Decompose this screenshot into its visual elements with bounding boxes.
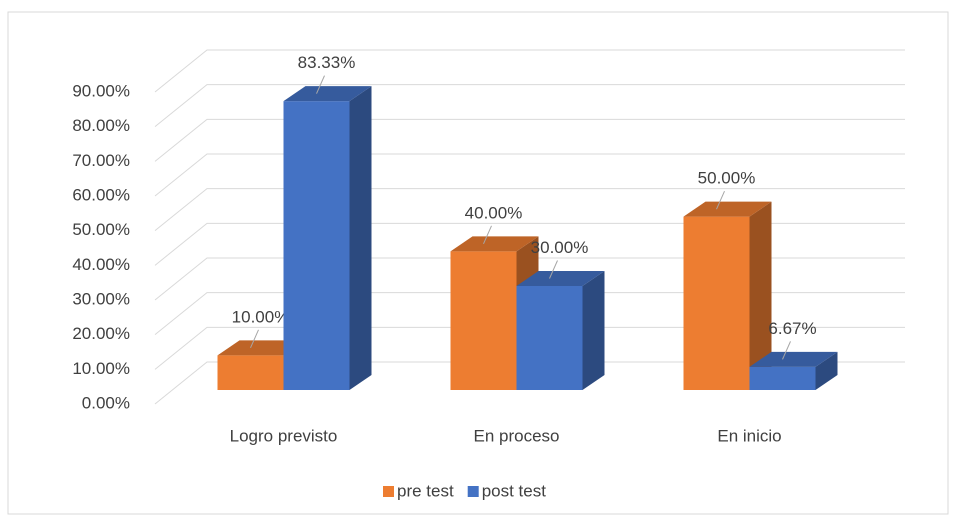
legend-swatch <box>467 486 479 497</box>
bar-top <box>516 271 605 286</box>
data-label: 10.00% <box>232 307 290 326</box>
bar-front <box>217 355 284 390</box>
grid-line <box>154 257 905 301</box>
grid-line <box>154 326 905 370</box>
bar-front <box>749 366 816 390</box>
x-tick-label: En proceso <box>474 426 560 445</box>
y-tick-label: 90.00% <box>72 81 130 100</box>
y-tick-label: 30.00% <box>72 289 130 308</box>
bar-top <box>683 201 772 217</box>
label-leader <box>716 190 725 210</box>
bar-front <box>683 216 750 390</box>
label-leader <box>549 260 558 279</box>
bar-top <box>283 86 372 102</box>
grid-line <box>154 361 905 405</box>
data-label: 6.67% <box>768 319 816 338</box>
y-tick-label: 10.00% <box>72 359 130 378</box>
bar-front <box>283 101 350 390</box>
bar-front <box>450 251 517 390</box>
label-leader <box>782 341 791 360</box>
data-label: 50.00% <box>698 169 756 188</box>
bar-side <box>749 201 772 390</box>
bar-side <box>815 351 838 390</box>
grid-line <box>154 49 905 93</box>
bar <box>283 86 372 390</box>
bar-side <box>582 271 605 390</box>
y-tick-label: 70.00% <box>72 151 130 170</box>
grid-line <box>154 118 905 162</box>
x-tick-label: En inicio <box>717 426 781 445</box>
bar-top <box>749 351 838 367</box>
data-label: 40.00% <box>465 203 523 222</box>
bar-side <box>349 86 372 390</box>
y-tick-label: 40.00% <box>72 255 130 274</box>
y-tick-label: 20.00% <box>72 324 130 343</box>
grid-line <box>154 292 905 336</box>
label-leader <box>483 225 492 245</box>
y-tick-label: 80.00% <box>72 116 130 135</box>
legend-label: post test <box>482 481 547 500</box>
y-tick-label: 50.00% <box>72 220 130 239</box>
y-tick-label: 0.00% <box>82 393 130 412</box>
bar-front <box>516 286 583 390</box>
grid-line <box>154 153 905 197</box>
bar <box>749 351 838 390</box>
label-leader <box>316 75 325 94</box>
grid-line <box>154 188 905 232</box>
legend-swatch <box>383 486 394 497</box>
legend-label: pre test <box>397 481 454 500</box>
data-label: 83.33% <box>298 53 356 72</box>
bar <box>683 201 772 390</box>
grid-line <box>154 222 905 266</box>
y-tick-label: 60.00% <box>72 185 130 204</box>
bar <box>516 271 605 390</box>
bar-top <box>450 236 539 252</box>
x-tick-label: Logro previsto <box>230 426 338 445</box>
data-label: 30.00% <box>531 238 589 257</box>
grid-line <box>154 84 905 128</box>
label-leader <box>250 329 259 349</box>
